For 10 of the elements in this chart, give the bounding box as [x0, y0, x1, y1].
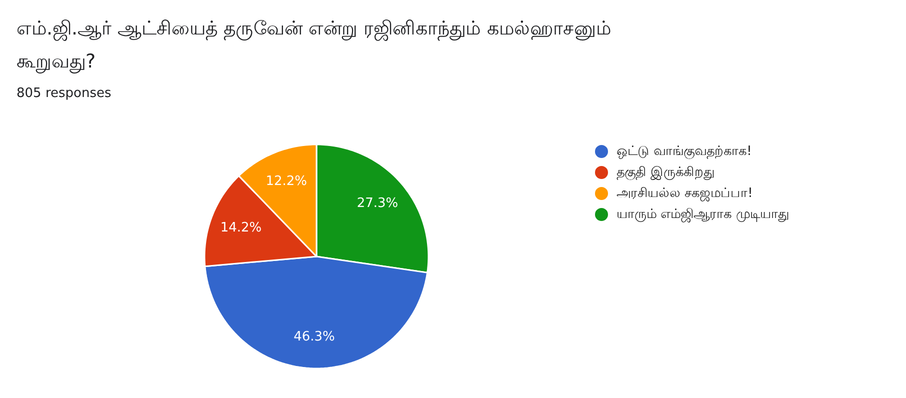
legend-label: தகுதி இருக்கிறது	[616, 165, 715, 180]
data-label: 46.3%	[294, 330, 335, 345]
data-label: 14.2%	[220, 220, 262, 236]
data-label: 27.3%	[356, 196, 398, 212]
legend-label: அரசியல்ல சகஜமப்பா!	[616, 186, 753, 201]
text: 805 responses	[16, 86, 112, 101]
chart-title: எம்.ஜி.ஆர் ஆட்சியைத் தருவேன் என்று ரஜினிகாந்தும் கமல்ஹாசனும் கூறுவது?	[16, 18, 611, 74]
legend-label: யாரும் எம்ஜிஆராக முடியாது	[616, 207, 789, 222]
data-label: 12.2%	[266, 174, 308, 190]
legend-label: ஒட்டு வாங்குவதற்காக!	[616, 144, 752, 159]
